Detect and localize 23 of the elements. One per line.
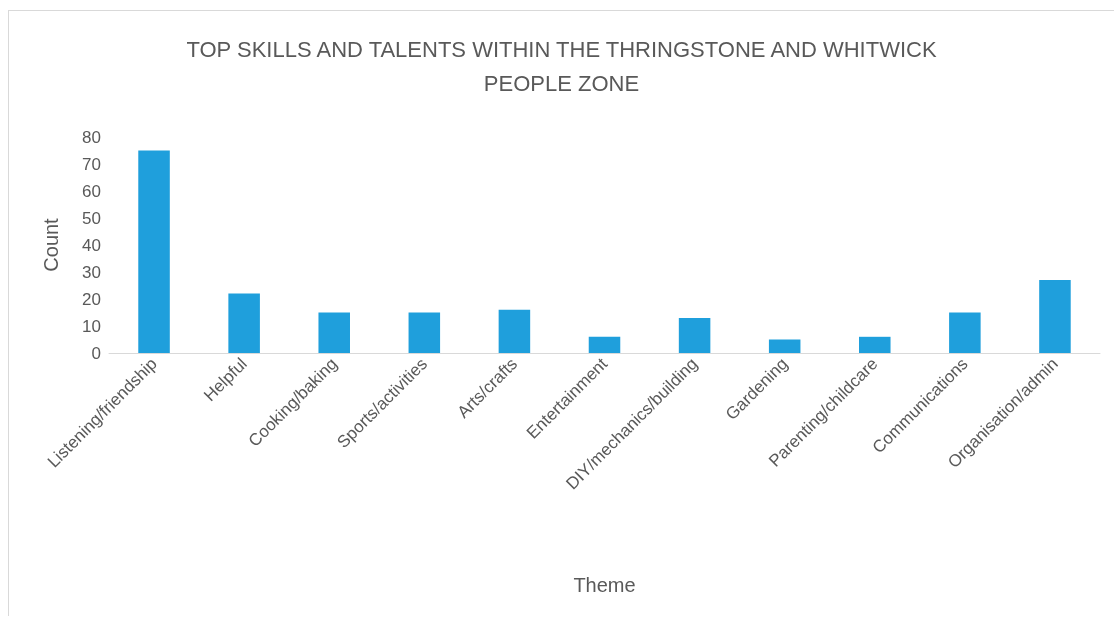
y-tick-label: 30 (82, 262, 101, 282)
y-tick-label: 10 (82, 316, 101, 336)
y-tick-label: 0 (91, 343, 101, 363)
bar (408, 312, 441, 353)
y-tick-label: 40 (82, 235, 101, 255)
bar (1039, 280, 1071, 353)
y-tick-label: 60 (82, 181, 101, 201)
bar (498, 309, 531, 353)
y-tick-label: 20 (82, 289, 101, 309)
y-axis-title: Count (40, 217, 62, 272)
y-tick-label: 70 (82, 154, 101, 174)
chart-title: TOP SKILLS AND TALENTS WITHIN THE THRINGSTONE AND WHITWICK PEOPLE ZONE (186, 36, 937, 96)
bar (228, 293, 260, 353)
bar (859, 336, 891, 353)
y-tick-label: 80 (82, 127, 101, 147)
y-tick-label: 50 (82, 208, 101, 228)
bar (678, 317, 711, 353)
x-axis-title: Theme (573, 574, 636, 596)
bar (138, 150, 170, 353)
bar (768, 339, 801, 353)
bar (588, 336, 621, 353)
bar (949, 312, 981, 353)
bar (318, 312, 350, 353)
